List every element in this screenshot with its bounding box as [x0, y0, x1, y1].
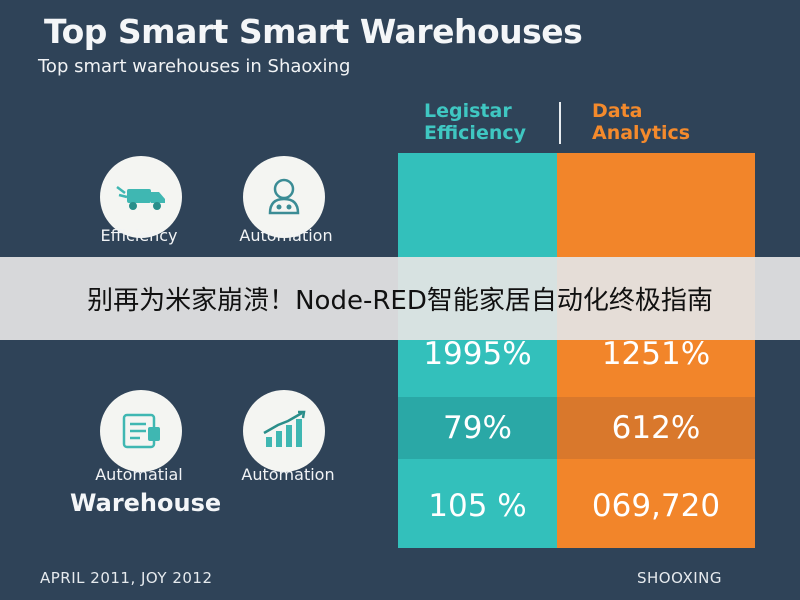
page-subtitle: Top smart warehouses in Shaoxing [38, 56, 351, 77]
column-header-left-line2: Efficiency [424, 122, 527, 144]
footer-location: SHOOXING [637, 569, 722, 587]
icon-label-automation-2: Automation [241, 465, 335, 484]
footer-date: APRIL 2011, JOY 2012 [40, 569, 213, 587]
column-header-left-line1: Legistar [424, 100, 512, 122]
column-header-right: Data Analytics [592, 100, 690, 144]
icon-label-automatial: Automatial [95, 465, 183, 484]
overlay-banner: 别再为米家崩溃！Node-RED智能家居自动化终极指南 [0, 257, 800, 340]
row-1-right-value: 1251% [601, 336, 711, 372]
page-title: Top Smart Smart Warehouses [44, 12, 583, 51]
column-header-left: Legistar Efficiency [424, 100, 526, 144]
header-divider [559, 102, 561, 144]
row-1-left-value: 1995% [423, 336, 532, 372]
row-3-right-value: 069,720 [591, 488, 721, 524]
row-2-left-value: 79% [443, 410, 512, 446]
icon-label-efficiency: Efficiency [100, 226, 178, 245]
row-2-right-value: 612% [611, 410, 701, 446]
document-icon [100, 390, 182, 472]
icon-label-automation: Automation [239, 226, 333, 245]
row-3-left-value: 105 % [428, 488, 527, 524]
row-band [398, 397, 755, 459]
column-header-right-line1: Data [592, 100, 643, 122]
robot-icon [243, 156, 325, 238]
truck-icon [100, 156, 182, 238]
bar-chart-icon [243, 390, 325, 472]
column-left-panel [398, 153, 557, 548]
banner-text: 别再为米家崩溃！Node-RED智能家居自动化终极指南 [87, 286, 713, 316]
warehouse-label: Warehouse [70, 489, 222, 517]
column-right-panel [557, 153, 755, 548]
column-header-right-line2: Analytics [592, 122, 691, 144]
